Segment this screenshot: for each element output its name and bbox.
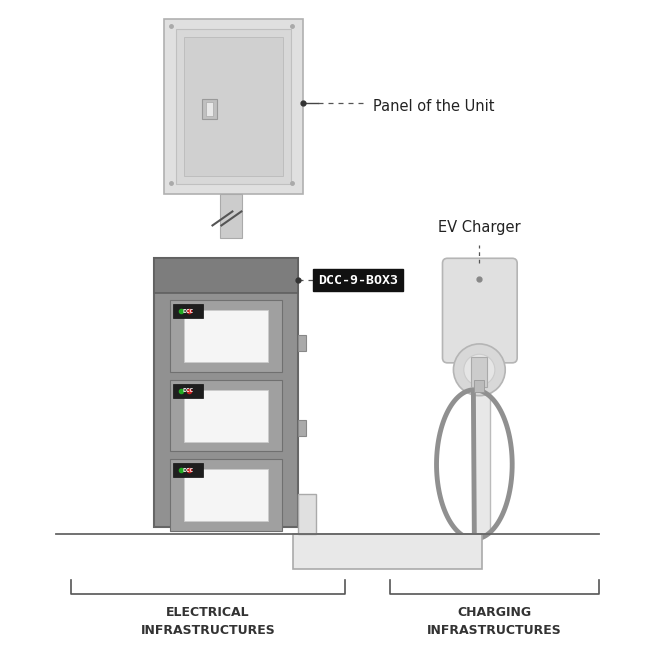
Bar — [474, 380, 484, 392]
Bar — [173, 304, 203, 318]
Text: DCC: DCC — [182, 388, 193, 393]
Bar — [183, 310, 268, 362]
Bar — [202, 99, 218, 119]
Bar — [471, 357, 488, 387]
Bar — [173, 463, 203, 477]
Bar — [170, 300, 282, 372]
Bar — [293, 534, 482, 569]
Bar — [220, 194, 242, 239]
Text: Panel of the Unit: Panel of the Unit — [373, 99, 494, 114]
Bar — [164, 20, 303, 194]
Text: CHARGING
INFRASTRUCTURES: CHARGING INFRASTRUCTURES — [427, 606, 562, 637]
Bar — [183, 469, 268, 521]
Bar — [154, 258, 298, 293]
Bar — [474, 353, 490, 534]
Text: EV Charger: EV Charger — [438, 220, 521, 235]
Circle shape — [464, 354, 495, 385]
Bar — [170, 460, 282, 531]
Circle shape — [454, 344, 505, 396]
Text: DCC: DCC — [182, 468, 193, 473]
Bar — [298, 499, 306, 515]
Bar — [298, 420, 306, 436]
Bar — [183, 37, 283, 176]
FancyBboxPatch shape — [443, 258, 517, 363]
Bar — [154, 258, 298, 527]
Bar — [205, 102, 213, 116]
Text: DCC-9-BOX3: DCC-9-BOX3 — [318, 274, 398, 287]
Bar — [173, 384, 203, 398]
Text: ELECTRICAL
INFRASTRUCTURES: ELECTRICAL INFRASTRUCTURES — [140, 606, 276, 637]
Bar — [183, 389, 268, 442]
Bar — [298, 335, 306, 351]
Bar — [298, 494, 316, 534]
Text: DCC: DCC — [182, 309, 193, 313]
Bar — [176, 29, 291, 183]
Bar — [170, 380, 282, 452]
